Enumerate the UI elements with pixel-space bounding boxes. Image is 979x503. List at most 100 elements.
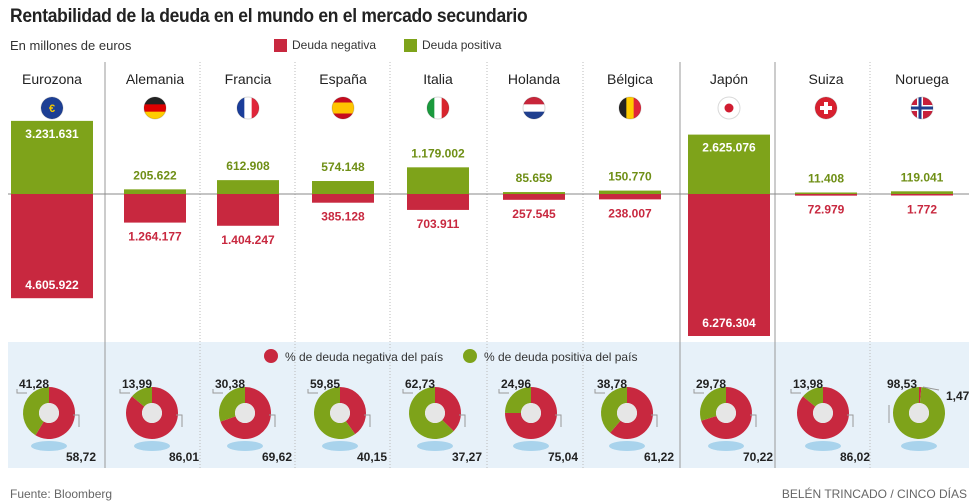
bar-negative <box>688 194 770 336</box>
bar-negative <box>599 194 661 200</box>
donut-slice-negative <box>610 387 654 439</box>
donut-slice-positive <box>218 387 245 422</box>
donut-label-negative: 1,47 <box>946 389 970 403</box>
bar-negative <box>124 194 186 223</box>
donut-label-negative: 61,22 <box>644 450 674 464</box>
leader-line <box>693 389 704 394</box>
leader-line <box>402 389 413 394</box>
bar-label-negative: 1.772 <box>907 203 937 217</box>
flag-it-icon <box>427 97 449 119</box>
leader-line <box>594 389 605 394</box>
bar-label-negative: 6.276.304 <box>702 316 756 330</box>
flag-de-icon <box>144 97 166 119</box>
flag-outline <box>618 96 642 120</box>
leader-line <box>73 414 80 427</box>
country-label: Alemania <box>126 71 185 87</box>
bar-negative <box>312 194 374 203</box>
country-column: Suiza 11.408 72.979 13,98 86,02 <box>790 71 870 464</box>
bar-label-positive: 1.179.002 <box>411 146 465 160</box>
donut-shadow <box>322 441 358 451</box>
flag-stripe <box>619 97 627 119</box>
donut-legend-label-positive: % de deuda positiva del país <box>484 350 637 364</box>
flag-stripe <box>332 113 354 119</box>
country-column: España 574.148 385.128 59,85 40,15 <box>307 71 387 464</box>
country-column: Italia 1.179.002 703.911 62,73 37,27 <box>402 71 482 464</box>
donut-label-negative: 70,22 <box>743 450 773 464</box>
flag-outline <box>331 96 355 120</box>
flag-stripe <box>427 97 435 119</box>
country-column: Holanda 85.659 257.545 24,96 75,04 <box>498 71 578 464</box>
flag-sun <box>724 103 734 113</box>
country-label: Japón <box>710 71 748 87</box>
bar-label-negative: 257.545 <box>512 207 556 221</box>
donut-legend-swatch-negative <box>264 349 278 363</box>
leader-line <box>922 386 940 391</box>
donut-slice-negative <box>797 387 849 439</box>
donut-slice-negative <box>220 387 271 439</box>
donut-shadow <box>805 441 841 451</box>
bar-label-negative: 4.605.922 <box>25 278 79 292</box>
country-label: Italia <box>423 71 453 87</box>
donut-label-positive: 29,78 <box>696 377 726 391</box>
donut-label-negative: 69,62 <box>262 450 292 464</box>
bar-negative <box>503 194 565 200</box>
donut-hole <box>716 403 736 423</box>
donut-slice-negative <box>35 387 76 439</box>
legend-negative: Deuda negativa <box>274 38 376 52</box>
leader-line <box>364 414 371 427</box>
legend-label-negative: Deuda negativa <box>292 38 377 52</box>
bar-label-positive: 612.908 <box>226 159 270 173</box>
leader-line <box>307 389 318 394</box>
bar-label-negative: 1.404.247 <box>221 233 275 247</box>
flag-outline <box>143 96 167 120</box>
donut-slice-positive <box>700 387 726 421</box>
bar-label-positive: 3.231.631 <box>25 127 79 141</box>
flag-cross <box>918 97 922 119</box>
donut-label-negative: 86,02 <box>840 450 870 464</box>
leader-line <box>555 414 562 427</box>
bar-negative <box>891 194 953 196</box>
donut-hole <box>39 403 59 423</box>
flag-stripe <box>523 111 545 119</box>
country-label: Eurozona <box>22 71 82 87</box>
flag-outline <box>522 96 546 120</box>
flag-stripe <box>144 111 166 119</box>
flag-stripe <box>144 104 166 113</box>
donut-label-negative: 37,27 <box>452 450 482 464</box>
donut-hole <box>425 403 445 423</box>
donut-slice-negative <box>435 387 462 432</box>
leader-line <box>790 389 801 394</box>
donut-shadow <box>901 441 937 451</box>
bar-negative <box>11 194 93 299</box>
bar-label-positive: 574.148 <box>321 160 365 174</box>
country-label: España <box>319 71 367 87</box>
bar-label-negative: 703.911 <box>417 217 460 231</box>
legend-swatch-negative <box>274 38 287 52</box>
bar-label-positive: 85.659 <box>516 171 553 185</box>
donut-hole <box>617 403 637 423</box>
donut-shadow <box>708 441 744 451</box>
flag-stripe <box>633 97 641 119</box>
donut-label-negative: 86,01 <box>169 450 199 464</box>
donut-label-negative: 75,04 <box>548 450 578 464</box>
donut-label-positive: 41,28 <box>19 377 49 391</box>
donut-hole <box>909 403 929 423</box>
leader-line <box>212 389 223 394</box>
flag-outline <box>236 96 260 120</box>
flag-ch-icon <box>815 97 837 119</box>
leader-line <box>498 389 509 394</box>
donut-hole <box>521 403 541 423</box>
donut-label-positive: 24,96 <box>501 377 531 391</box>
leader-line <box>847 414 854 427</box>
legend-label-positive: Deuda positiva <box>422 38 502 52</box>
bar-negative <box>407 194 469 210</box>
bar-positive <box>503 192 565 194</box>
leader-line <box>269 414 276 427</box>
donut-label-positive: 62,73 <box>405 377 435 391</box>
bar-label-negative: 385.128 <box>321 210 365 224</box>
bar-positive <box>124 189 186 194</box>
bar-label-positive: 150.770 <box>608 170 652 184</box>
donut-slice-negative <box>125 387 178 440</box>
flag-stripe <box>244 97 253 119</box>
bar-label-negative: 238.007 <box>608 206 652 220</box>
